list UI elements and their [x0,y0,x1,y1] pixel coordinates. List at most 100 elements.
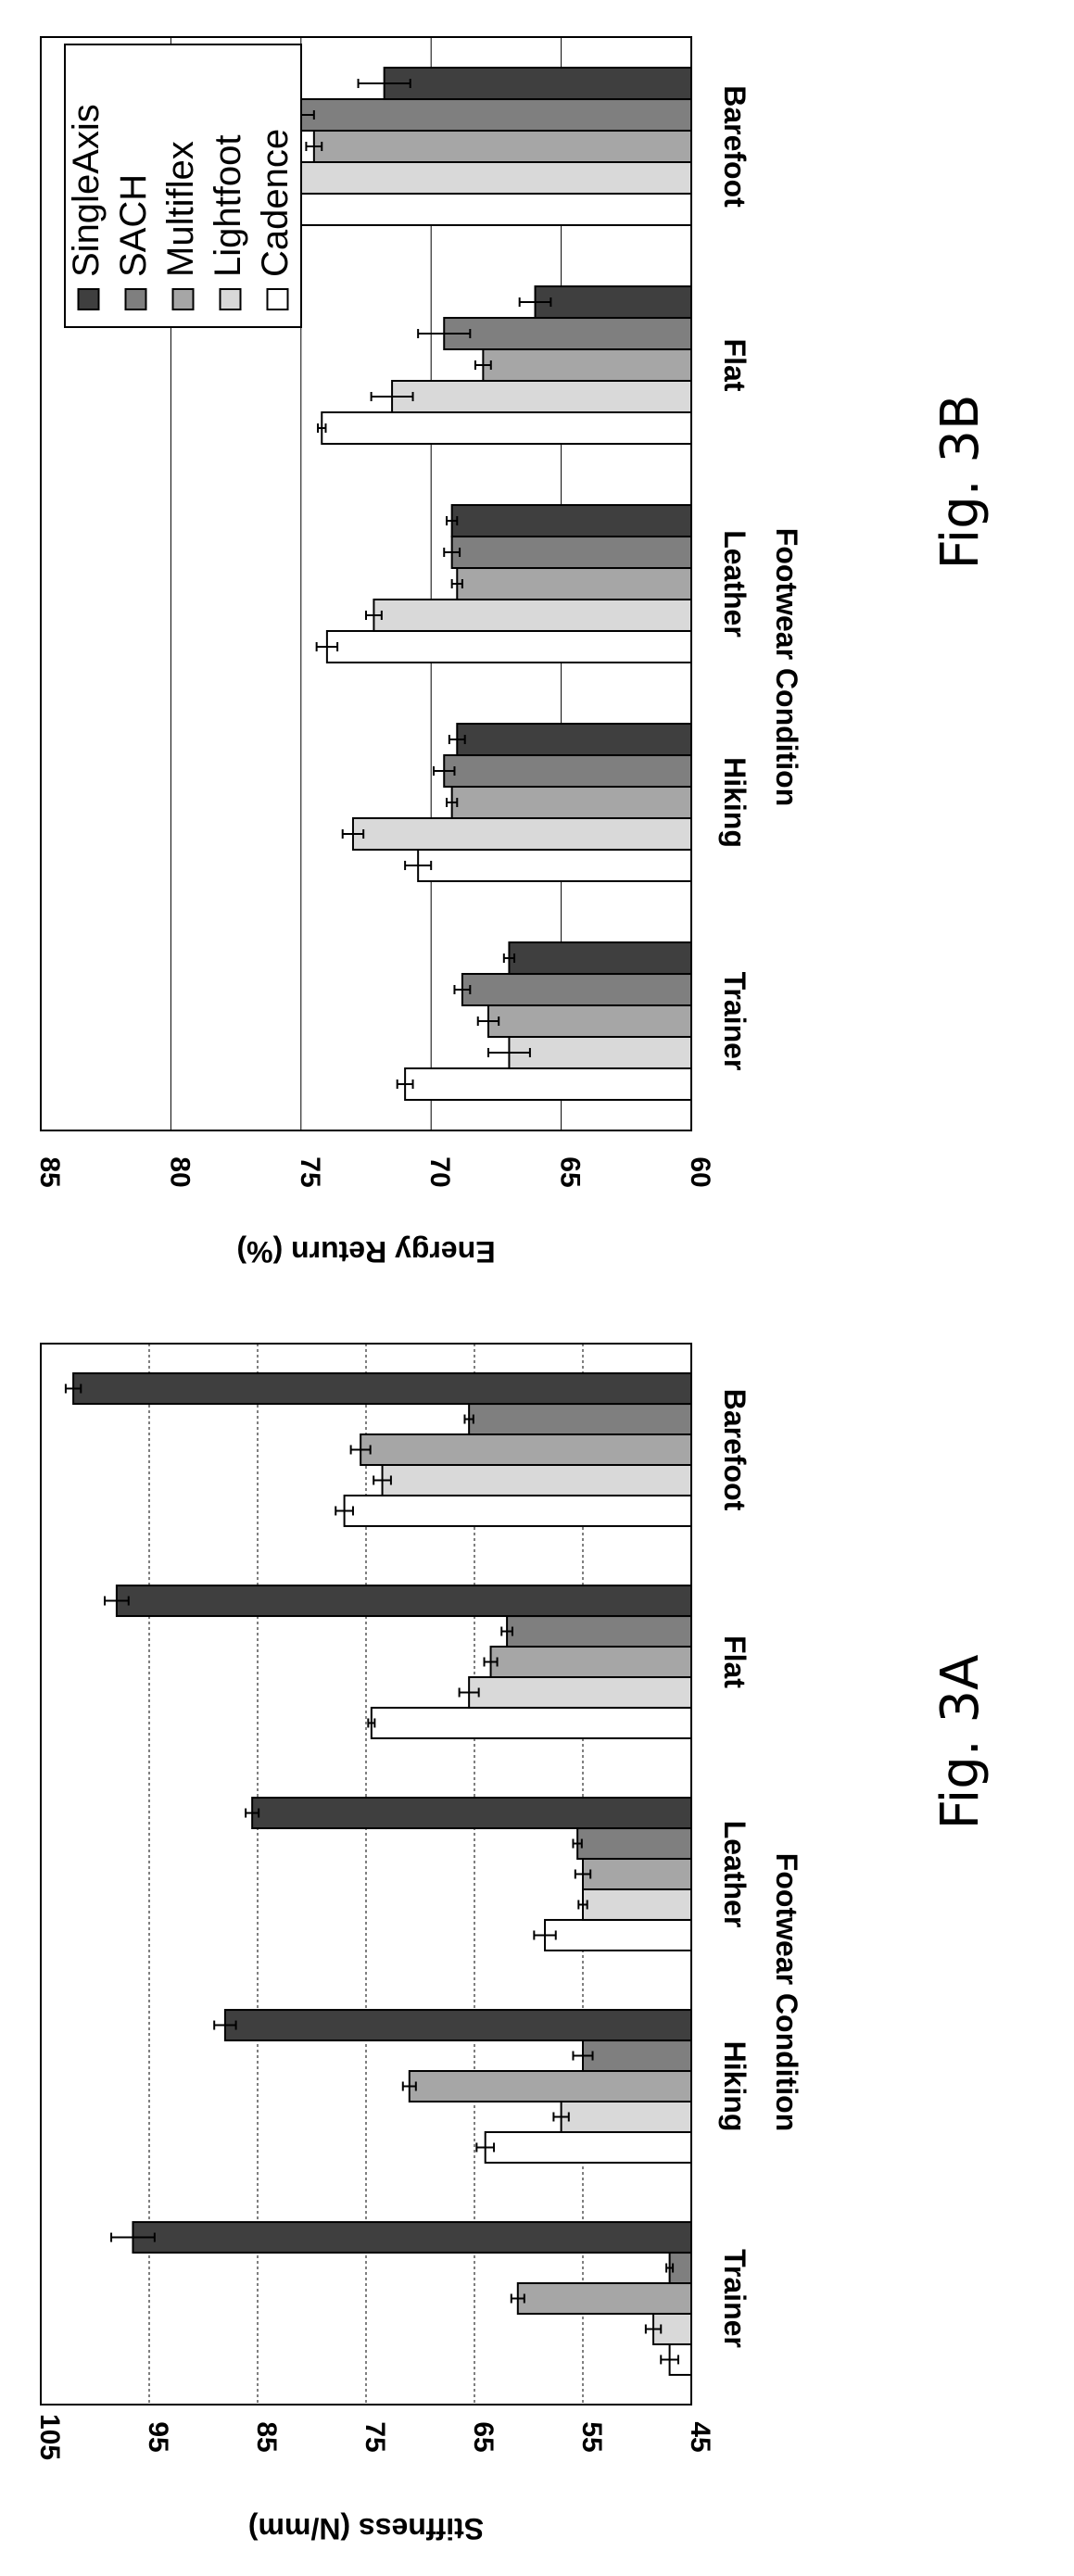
chart1-legend-label: Cadence [255,129,296,277]
chart0-tick-label: 45 [685,2421,715,2452]
chart1-bar-lightfoot [373,598,692,632]
chart0-category-label: Hiking [718,2041,752,2132]
chart1-legend-label: Multiflex [160,141,201,277]
chart1-error-bar [417,329,472,339]
chart0-tick-label: 55 [576,2421,607,2452]
chart0-error-bar [510,2293,525,2304]
chart1-legend-swatch [77,288,100,310]
chart0-error-bar [577,1900,588,1910]
chart1-error-bar [433,766,456,777]
chart0-tick-label: 105 [34,2414,65,2460]
chart1-bar-sach [299,98,692,133]
chart1-bar-lightfoot [508,1035,692,1069]
chart0-error-bar [660,2355,679,2365]
chart1-error-bar [357,79,411,89]
chart1-tick-label: 70 [424,1156,455,1187]
chart1-bar-cadence [404,1067,692,1101]
chart0-bar-singleaxis [72,1372,693,1406]
chart0-error-bar [213,2020,237,2030]
chart0-category-label: Leather [718,1821,752,1928]
chart1-legend-swatch [124,288,147,310]
chart0-x-axis-title: Footwear Condition [770,1853,803,2131]
chart1-error-bar [502,953,516,964]
chart1-bar-cadence [325,629,692,663]
chart1-tick-label: 60 [685,1156,715,1187]
chart0-bar-lightfoot [582,1888,692,1921]
chart1-tick-label: 75 [295,1156,325,1187]
chart1-legend-swatch [219,288,242,310]
chart0-y-axis-title: Stiffness (N/mm) [248,2512,484,2545]
chart1-error-bar [448,735,466,745]
chart1-bar-sach [443,317,692,351]
chart1-bar-cadence [321,410,692,445]
chart1-bar-singleaxis [456,723,692,757]
chart1-error-bar [453,985,472,995]
chart1-error-bar [486,1047,531,1057]
chart0-error-bar [483,1657,499,1667]
chart0-error-bar [110,2232,156,2242]
chart0-tick-label: 85 [251,2421,282,2452]
chart1-category-label: Hiking [718,757,752,848]
chart1-error-bar [476,1017,500,1026]
chart1-error-bar [474,360,492,370]
chart0-bar-singleaxis [115,1585,692,1618]
chart1-legend-swatch [266,288,289,310]
chart0-error-bar [401,2081,417,2091]
chart1-bar-sach [443,754,692,789]
chart1-legend-box [64,44,302,328]
chart0-bar-lightfoot [381,1463,692,1496]
chart0-bar-lightfoot [560,2100,692,2133]
chart0-bar-multiflex [408,2070,692,2102]
chart0-bar-cadence [544,1918,692,1951]
chart0-tick-label: 75 [360,2421,390,2452]
chart0-figure-label: Fig. 3A [930,1655,991,1830]
chart1-legend-label: SingleAxis [66,104,107,277]
chart0-bar-multiflex [516,2282,692,2315]
chart0-tick-label: 95 [143,2421,173,2452]
chart1-bar-multiflex [312,130,692,163]
chart1-bar-multiflex [486,1004,693,1038]
chart0-error-bar [500,1626,513,1636]
chart1-bar-sach [450,536,692,570]
chart1-error-bar [317,423,327,433]
chart1-error-bar [404,860,433,870]
chart0-bar-sach [576,1827,693,1861]
chart1-error-bar [396,1079,414,1089]
chart0-bar-cadence [370,1706,692,1739]
chart0-error-bar [533,1930,557,1940]
chart0-error-bar [572,2051,594,2061]
chart0-bar-singleaxis [132,2221,692,2254]
chart1-tick-label: 85 [34,1156,65,1187]
chart0-error-bar [644,2324,663,2334]
chart1-bar-multiflex [482,348,692,382]
chart1-error-bar [365,610,383,620]
chart0-tick-label: 65 [468,2421,499,2452]
chart0-error-bar [574,1869,592,1879]
chart0-bar-multiflex [582,1858,692,1890]
chart0-error-bar [349,1445,372,1455]
chart1-bar-multiflex [450,786,692,819]
chart1-category-label: Leather [718,530,752,638]
chart1-error-bar [443,548,461,558]
chart1-bar-lightfoot [351,816,692,851]
chart1-category-label: Flat [718,339,752,392]
chart0-bar-sach [582,2039,692,2073]
chart1-legend-label: Lightfoot [208,135,248,277]
chart0-error-bar [245,1808,260,1818]
chart1-figure-label: Fig. 3B [930,395,991,570]
chart1-legend-label: SACH [113,174,154,277]
chart0-bar-multiflex [489,1646,692,1678]
chart0-error-bar [463,1414,474,1424]
chart1-error-bar [315,641,339,651]
chart0-bar-singleaxis [223,2009,692,2042]
chart1-tick-label: 80 [164,1156,195,1187]
chart0-error-bar [367,1718,376,1728]
chart1-error-bar [446,516,459,526]
chart0-error-bar [572,1838,583,1849]
chart0-error-bar [335,1506,354,1516]
chart1-error-bar [305,142,323,151]
chart0-error-bar [373,1475,392,1485]
chart1-bar-multiflex [456,567,692,600]
